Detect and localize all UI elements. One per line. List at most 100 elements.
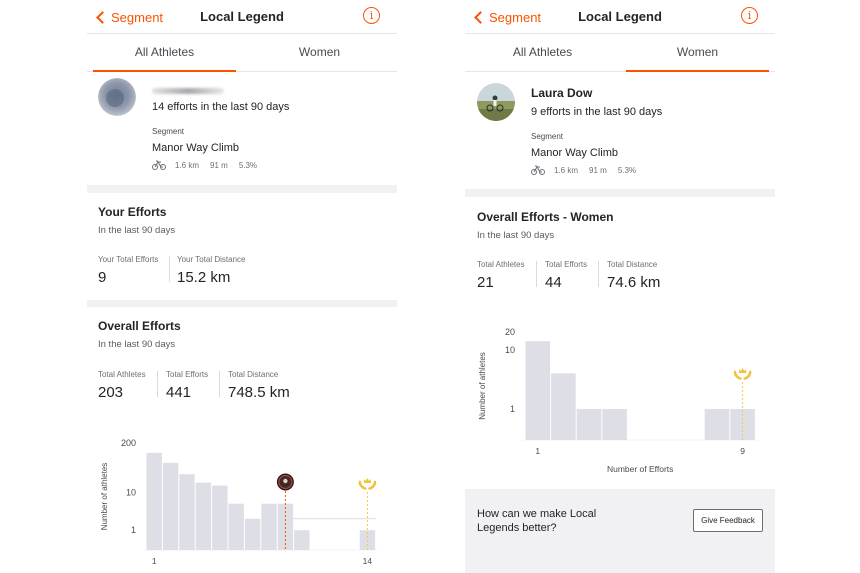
section-divider bbox=[465, 189, 775, 197]
segment-distance: 1.6 km bbox=[554, 165, 579, 175]
histogram-bar bbox=[244, 518, 261, 550]
histogram-bar bbox=[212, 485, 228, 550]
histogram-bar bbox=[162, 462, 179, 550]
bike-icon bbox=[531, 165, 545, 175]
tab-all-athletes[interactable]: All Athletes bbox=[87, 34, 242, 72]
effort-histogram: 1 10 200 Number of athletes 1 14 bbox=[100, 438, 378, 566]
segment-elevation: 91 m bbox=[210, 160, 228, 170]
histogram-bar bbox=[551, 373, 576, 440]
stat-value: 21 bbox=[477, 274, 494, 291]
info-icon[interactable]: i bbox=[363, 7, 380, 24]
right-phone-screen: Segment Local Legend i All Athletes Wome… bbox=[465, 0, 775, 573]
laurel-crown-icon bbox=[358, 478, 377, 490]
stat-value: 74.6 km bbox=[607, 274, 661, 291]
stat-divider bbox=[157, 371, 158, 397]
stat-value: 203 bbox=[98, 384, 124, 401]
overall-efforts-title: Overall Efforts - Women bbox=[477, 210, 614, 224]
divider bbox=[87, 33, 397, 34]
back-button[interactable]: Segment bbox=[473, 7, 541, 27]
legend-efforts-text: 14 efforts in the last 90 days bbox=[152, 101, 290, 113]
segment-elevation: 91 m bbox=[589, 165, 607, 175]
effort-histogram: 1 10 20 Number of athletes 1 9 Number of Effor… bbox=[478, 327, 758, 474]
histogram-bar bbox=[261, 503, 277, 550]
segment-name[interactable]: Manor Way Climb bbox=[531, 147, 618, 159]
legend-efforts-text: 9 efforts in the last 90 days bbox=[531, 106, 663, 118]
overall-efforts-title: Overall Efforts bbox=[98, 319, 181, 333]
histogram-bar bbox=[228, 503, 244, 550]
stat-value: 748.5 km bbox=[228, 384, 290, 401]
segment-grade: 5.3% bbox=[617, 165, 637, 175]
nav-bar: Segment Local Legend i bbox=[87, 0, 397, 33]
segment-distance: 1.6 km bbox=[175, 160, 200, 170]
bike-icon bbox=[152, 160, 166, 170]
feedback-text: How can we make Local Legends better? bbox=[477, 508, 597, 534]
your-efforts-title: Your Efforts bbox=[98, 205, 167, 219]
y-tick-label: 20 bbox=[505, 327, 515, 337]
legend-avatar[interactable] bbox=[98, 78, 136, 116]
tab-women[interactable]: Women bbox=[298, 45, 341, 59]
histogram-bar bbox=[602, 409, 627, 440]
stat-label: Total Distance bbox=[228, 370, 279, 379]
stat-value: 44 bbox=[545, 274, 562, 291]
x-axis-label: Number of Efforts bbox=[607, 464, 673, 474]
stat-divider bbox=[536, 261, 537, 287]
legend-name-blurred bbox=[152, 88, 224, 94]
stat-value: 441 bbox=[166, 384, 192, 401]
stat-label: Total Athletes bbox=[477, 260, 525, 269]
chevron-left-icon bbox=[474, 10, 487, 24]
tab-bar: All Athletes Women bbox=[87, 34, 397, 72]
laurel-crown-icon bbox=[733, 368, 752, 380]
segment-stats: 1.6 km 91 m 5.3% bbox=[152, 160, 257, 170]
segment-grade: 5.3% bbox=[238, 160, 258, 170]
stat-divider bbox=[598, 261, 599, 287]
histogram-bar bbox=[146, 452, 162, 550]
stat-divider bbox=[219, 371, 220, 397]
section-divider bbox=[87, 300, 397, 307]
stat-label: Your Total Efforts bbox=[98, 255, 159, 264]
info-icon[interactable]: i bbox=[741, 7, 758, 24]
section-divider bbox=[87, 185, 397, 193]
stat-label: Total Athletes bbox=[98, 370, 146, 379]
chevron-left-icon bbox=[96, 10, 109, 24]
give-feedback-button[interactable]: Give Feedback bbox=[693, 509, 763, 532]
overall-efforts-period: In the last 90 days bbox=[98, 339, 176, 350]
legend-avatar[interactable] bbox=[477, 83, 515, 121]
user-avatar-marker bbox=[276, 473, 294, 491]
back-label: Segment bbox=[489, 9, 542, 25]
y-tick-label: 1 bbox=[510, 404, 515, 414]
x-tick-label: 1 bbox=[535, 446, 540, 456]
x-tick-label: 14 bbox=[363, 556, 373, 566]
histogram-bar bbox=[277, 503, 294, 550]
histogram-bar bbox=[294, 530, 310, 550]
feedback-panel: How can we make Local Legends better? Gi… bbox=[465, 489, 775, 573]
tab-bar: All Athletes Women bbox=[465, 34, 775, 72]
stat-value: 15.2 km bbox=[177, 269, 231, 286]
stat-label: Total Efforts bbox=[166, 370, 209, 379]
stat-label: Total Distance bbox=[607, 260, 658, 269]
left-phone-screen: Segment Local Legend i All Athletes Wome… bbox=[87, 0, 397, 573]
back-button[interactable]: Segment bbox=[95, 7, 163, 27]
y-tick-label: 10 bbox=[126, 487, 136, 497]
y-axis-label: Number of athletes bbox=[100, 463, 109, 531]
divider bbox=[465, 33, 775, 34]
segment-name[interactable]: Manor Way Climb bbox=[152, 142, 239, 154]
y-tick-label: 1 bbox=[131, 525, 136, 535]
stat-label: Your Total Distance bbox=[177, 255, 246, 264]
tab-all-athletes[interactable]: All Athletes bbox=[512, 45, 573, 59]
y-axis-label: Number of athletes bbox=[478, 352, 487, 420]
legend-name[interactable]: Laura Dow bbox=[531, 86, 593, 100]
tab-women[interactable]: Women bbox=[620, 34, 775, 72]
histogram-bar bbox=[704, 409, 730, 440]
stat-label: Total Efforts bbox=[545, 260, 588, 269]
x-tick-label: 1 bbox=[152, 556, 157, 566]
histogram-bar bbox=[195, 482, 212, 550]
y-tick-label: 200 bbox=[121, 438, 136, 448]
x-tick-label: 9 bbox=[740, 446, 745, 456]
overall-efforts-period: In the last 90 days bbox=[477, 230, 555, 241]
histogram-bar bbox=[576, 409, 602, 440]
segment-stats: 1.6 km 91 m 5.3% bbox=[531, 165, 636, 175]
your-efforts-period: In the last 90 days bbox=[98, 225, 176, 236]
back-label: Segment bbox=[111, 9, 164, 25]
stat-divider bbox=[169, 256, 170, 282]
stat-value: 9 bbox=[98, 269, 107, 286]
